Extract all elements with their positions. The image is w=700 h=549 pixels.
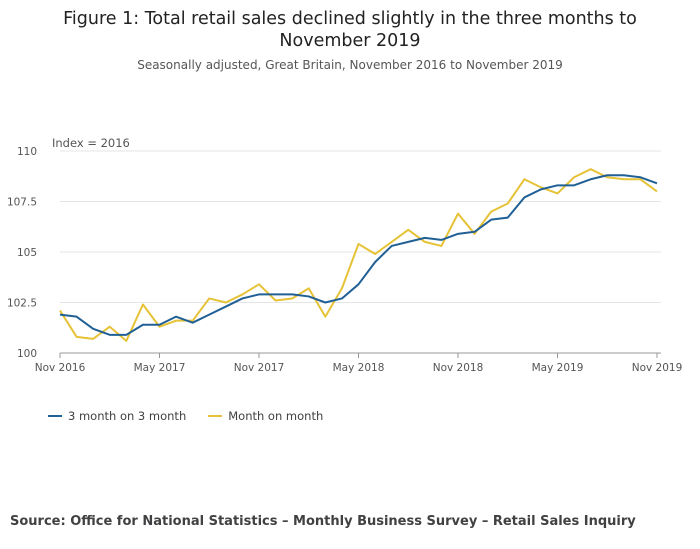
y-tick-label: 110 <box>17 146 37 158</box>
x-tick-labels: Nov 2016 May 2017 Nov 2017 May 2018 Nov 2018… <box>35 362 683 374</box>
legend-label-mom: Month on month <box>228 409 324 423</box>
legend-item-3m[interactable]: 3 month on 3 month <box>48 409 186 423</box>
x-tick-label: Nov 2017 <box>234 362 285 374</box>
x-tick-label: Nov 2019 <box>632 362 683 374</box>
gridlines <box>60 150 661 303</box>
legend-label-3m: 3 month on 3 month <box>68 409 187 423</box>
chart-title: Figure 1: Total retail sales declined sl… <box>63 9 637 51</box>
x-tick-label: Nov 2016 <box>35 362 86 374</box>
series-line-3m-on-3m <box>59 174 658 336</box>
series-lines <box>59 168 658 342</box>
legend-swatch-3m <box>48 415 62 417</box>
legend: 3 month on 3 month Month on month <box>48 409 323 423</box>
x-tick-label: Nov 2018 <box>433 362 484 374</box>
chart-subtitle: Seasonally adjusted, Great Britain, Nove… <box>137 58 563 72</box>
source-note: Source: Office for National Statistics –… <box>10 514 636 529</box>
y-tick-labels: 100 102.5 105 107.5 110 <box>7 146 37 360</box>
x-axis <box>59 352 661 358</box>
series-line-month-on-month <box>59 168 658 342</box>
y-tick-label: 105 <box>17 247 37 259</box>
legend-swatch-mom <box>208 415 223 417</box>
y-tick-label: 107.5 <box>7 197 37 209</box>
legend-item-mom[interactable]: Month on month <box>208 409 323 423</box>
x-tick-label: May 2019 <box>532 362 584 374</box>
x-tick-label: May 2018 <box>333 362 385 374</box>
y-tick-label: 102.5 <box>7 298 37 310</box>
y-axis-label: Index = 2016 <box>52 136 130 150</box>
x-tick-label: May 2017 <box>134 362 186 374</box>
y-tick-label: 100 <box>17 348 37 360</box>
